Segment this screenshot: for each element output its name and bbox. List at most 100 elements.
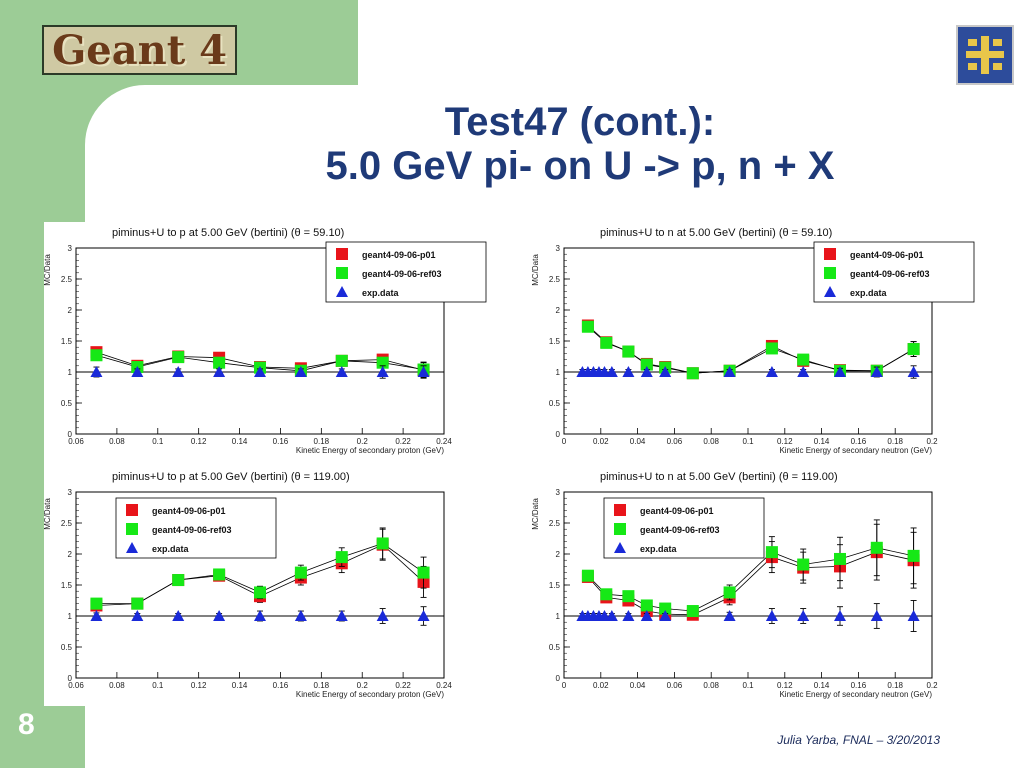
y-tick-label: 0 xyxy=(556,430,561,439)
marker-exp xyxy=(907,366,920,377)
x-tick-label: 0.06 xyxy=(667,437,683,446)
plot-neutron-119deg: piminus+U to n at 5.00 GeV (bertini) (θ … xyxy=(532,471,938,699)
y-tick-label: 3 xyxy=(68,244,73,253)
marker-ref03 xyxy=(659,602,672,615)
plot-proton-119deg: piminus+U to p at 5.00 GeV (bertini) (θ … xyxy=(44,471,452,699)
legend-marker-exp xyxy=(824,286,836,297)
plot-panel-3: piminus+U to p at 5.00 GeV (bertini) (θ … xyxy=(44,466,496,706)
legend-marker-p01 xyxy=(336,248,348,260)
legend-marker-p01 xyxy=(126,504,138,516)
plot-title: piminus+U to n at 5.00 GeV (bertini) (θ … xyxy=(600,227,832,239)
legend-marker-exp xyxy=(614,542,626,553)
y-tick-label: 2 xyxy=(68,306,73,315)
legend-marker-exp xyxy=(126,542,138,553)
marker-exp xyxy=(622,610,635,621)
marker-exp xyxy=(870,366,883,377)
legend-box xyxy=(325,241,487,303)
y-tick-label: 2 xyxy=(556,550,561,559)
legend-label: geant4-09-06-ref03 xyxy=(640,525,720,535)
legend-label: exp.data xyxy=(362,288,400,298)
marker-exp xyxy=(376,610,389,621)
y-tick-label: 0.5 xyxy=(549,643,561,652)
x-tick-label: 0.06 xyxy=(68,681,84,690)
marker-ref03 xyxy=(622,345,635,358)
fermilab-logo xyxy=(956,25,1014,85)
x-tick-label: 0.16 xyxy=(851,437,867,446)
marker-exp xyxy=(417,366,430,377)
plot-title: piminus+U to n at 5.00 GeV (bertini) (θ … xyxy=(600,471,838,483)
y-tick-label: 3 xyxy=(68,488,73,497)
marker-ref03 xyxy=(600,588,613,601)
y-tick-label: 1.5 xyxy=(61,337,73,346)
marker-exp xyxy=(834,610,846,621)
marker-ref03 xyxy=(213,356,226,369)
marker-ref03 xyxy=(640,358,653,371)
x-tick-label: 0.2 xyxy=(926,681,938,690)
legend-marker-p01 xyxy=(824,248,836,260)
marker-ref03 xyxy=(213,568,226,581)
marker-ref03 xyxy=(640,599,653,612)
x-tick-label: 0.18 xyxy=(887,681,903,690)
y-tick-label: 1 xyxy=(68,368,73,377)
marker-ref03 xyxy=(907,549,920,562)
x-tick-label: 0.22 xyxy=(395,681,411,690)
y-tick-label: 2.5 xyxy=(61,275,73,284)
marker-exp xyxy=(659,366,672,377)
legend-box xyxy=(603,497,765,559)
geant4-logo: Geant 4 xyxy=(42,25,237,75)
marker-ref03 xyxy=(294,566,307,579)
x-tick-label: 0.02 xyxy=(593,681,609,690)
plot-proton-59deg: piminus+U to p at 5.00 GeV (bertini) (θ … xyxy=(44,227,487,455)
x-tick-label: 0.22 xyxy=(395,437,411,446)
x-tick-label: 0.14 xyxy=(814,437,830,446)
x-tick-label: 0.1 xyxy=(742,681,754,690)
marker-exp xyxy=(131,366,144,377)
x-axis-label: Kinetic Energy of secondary proton (GeV) xyxy=(296,690,444,699)
legend-label: geant4-09-06-p01 xyxy=(152,506,226,516)
marker-ref03 xyxy=(600,336,613,349)
legend-label: exp.data xyxy=(850,288,888,298)
fermilab-icon xyxy=(966,36,1004,74)
y-tick-label: 3 xyxy=(556,244,561,253)
plot-neutron-59deg: piminus+U to n at 5.00 GeV (bertini) (θ … xyxy=(532,227,975,455)
marker-exp xyxy=(622,366,635,377)
y-tick-label: 0 xyxy=(68,430,73,439)
marker-ref03 xyxy=(172,574,185,587)
y-tick-label: 1.5 xyxy=(549,337,561,346)
x-tick-label: 0.04 xyxy=(630,437,646,446)
marker-exp xyxy=(335,366,348,377)
y-tick-label: 0.5 xyxy=(549,399,561,408)
marker-ref03 xyxy=(90,597,103,610)
y-tick-label: 2.5 xyxy=(61,519,73,528)
legend-label: exp.data xyxy=(152,544,190,554)
x-tick-label: 0.16 xyxy=(273,681,289,690)
x-axis-label: Kinetic Energy of secondary neutron (GeV… xyxy=(779,690,932,699)
marker-exp xyxy=(131,610,144,621)
legend-label: geant4-09-06-ref03 xyxy=(850,269,930,279)
plot-panel-1: piminus+U to p at 5.00 GeV (bertini) (θ … xyxy=(44,222,496,462)
marker-ref03 xyxy=(870,541,883,554)
y-tick-label: 0 xyxy=(556,674,561,683)
marker-ref03 xyxy=(797,353,810,366)
y-tick-label: 1 xyxy=(556,368,561,377)
slide-header-area xyxy=(358,0,1024,100)
marker-ref03 xyxy=(335,551,348,564)
marker-exp xyxy=(659,610,672,621)
marker-ref03 xyxy=(131,597,144,610)
x-tick-label: 0.12 xyxy=(777,681,793,690)
marker-ref03 xyxy=(686,367,699,380)
x-tick-label: 0.06 xyxy=(667,681,683,690)
marker-ref03 xyxy=(686,605,699,618)
legend-box xyxy=(115,497,277,559)
marker-ref03 xyxy=(254,586,266,599)
marker-ref03 xyxy=(834,552,846,565)
legend-label: geant4-09-06-ref03 xyxy=(152,525,232,535)
marker-ref03 xyxy=(581,569,594,582)
y-tick-label: 0.5 xyxy=(61,399,73,408)
x-tick-label: 0.2 xyxy=(926,437,938,446)
y-tick-label: 2.5 xyxy=(549,275,561,284)
marker-ref03 xyxy=(90,349,103,362)
x-tick-label: 0.08 xyxy=(703,437,719,446)
x-tick-label: 0.12 xyxy=(777,437,793,446)
marker-exp xyxy=(335,610,348,621)
